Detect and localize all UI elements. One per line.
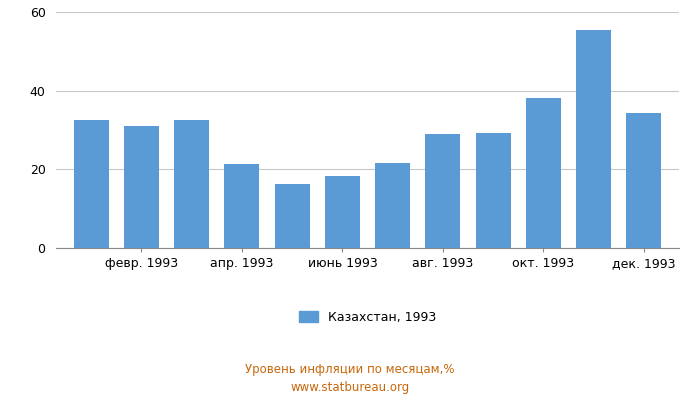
Bar bbox=[426, 134, 461, 248]
Bar bbox=[475, 133, 511, 248]
Bar bbox=[174, 120, 209, 248]
Bar bbox=[375, 164, 410, 248]
Bar bbox=[274, 184, 309, 248]
Bar bbox=[224, 164, 260, 248]
Text: www.statbureau.org: www.statbureau.org bbox=[290, 382, 410, 394]
Legend: Казахстан, 1993: Казахстан, 1993 bbox=[294, 306, 441, 329]
Bar bbox=[325, 176, 360, 248]
Text: Уровень инфляции по месяцам,%: Уровень инфляции по месяцам,% bbox=[245, 364, 455, 376]
Bar bbox=[124, 126, 159, 248]
Bar bbox=[74, 120, 108, 248]
Bar bbox=[526, 98, 561, 248]
Bar bbox=[626, 114, 662, 248]
Bar bbox=[576, 30, 611, 248]
